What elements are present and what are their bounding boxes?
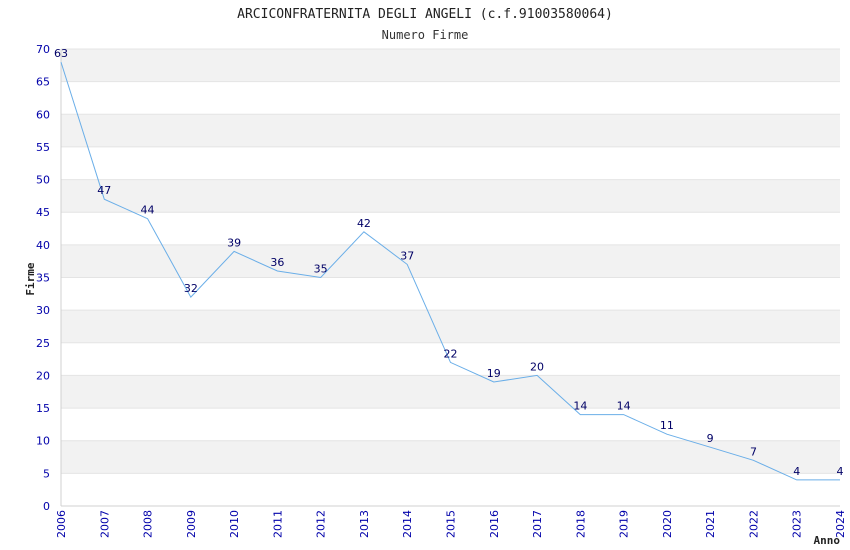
x-tick-label: 2012 — [315, 510, 328, 538]
x-tick-label: 2015 — [445, 510, 458, 538]
x-tick-label: 2020 — [661, 510, 674, 538]
grid-band — [61, 310, 840, 343]
y-tick-label: 20 — [36, 369, 50, 382]
y-axis-ticks: 0 5 10 15 20 25 30 35 40 45 50 55 60 65 70 — [36, 43, 50, 513]
data-label: 44 — [141, 204, 155, 217]
y-tick-label: 15 — [36, 402, 50, 415]
y-tick-label: 30 — [36, 304, 50, 317]
grid-band — [61, 408, 840, 441]
grid-band — [61, 49, 840, 82]
y-tick-label: 35 — [36, 272, 50, 285]
y-tick-label: 45 — [36, 206, 50, 219]
grid-bands — [60, 48, 840, 507]
data-label: 32 — [184, 282, 198, 295]
grid-band — [61, 146, 840, 180]
data-label: 11 — [660, 419, 674, 432]
y-tick-label: 40 — [36, 239, 50, 252]
y-tick-label: 0 — [43, 500, 50, 513]
x-tick-label: 2013 — [358, 510, 371, 538]
x-tick-label: 2009 — [185, 510, 198, 538]
series-line — [60, 61, 840, 481]
x-tick-label: 2016 — [488, 510, 501, 538]
grid-band — [61, 114, 840, 147]
y-tick-label: 70 — [36, 43, 50, 56]
data-label: 19 — [487, 367, 501, 380]
chart-subtitle: Numero Firme — [382, 28, 469, 42]
data-label: 7 — [750, 445, 757, 458]
y-tick-label: 50 — [36, 174, 50, 187]
x-tick-label: 2018 — [574, 510, 587, 538]
x-tick-label: 2008 — [142, 510, 155, 538]
grid-band — [61, 179, 840, 213]
data-label: 14 — [617, 400, 631, 413]
y-tick-label: 5 — [43, 467, 50, 480]
y-tick-label: 65 — [36, 76, 50, 89]
x-axis-ticks: 2006 2007 2008 2009 2010 2011 2012 2013 2014 2015… — [55, 510, 847, 538]
data-label: 20 — [530, 360, 544, 373]
series-group — [60, 61, 840, 481]
y-tick-label: 60 — [36, 108, 50, 121]
x-tick-label: 2023 — [791, 510, 804, 538]
x-tick-label: 2021 — [704, 510, 717, 538]
grid-band — [61, 244, 840, 278]
y-axis-label: Firme — [24, 262, 37, 295]
grid-band — [61, 81, 840, 115]
x-tick-label: 2019 — [618, 510, 631, 538]
data-label: 36 — [270, 256, 284, 269]
x-tick-label: 2011 — [271, 510, 284, 538]
data-label: 63 — [54, 47, 68, 60]
data-label: 37 — [400, 249, 414, 262]
grid-band — [61, 440, 840, 474]
x-tick-label: 2024 — [834, 510, 847, 538]
x-tick-label: 2017 — [531, 510, 544, 538]
x-tick-label: 2014 — [401, 510, 414, 538]
y-tick-label: 10 — [36, 435, 50, 448]
x-tick-label: 2010 — [228, 510, 241, 538]
data-label: 35 — [314, 263, 328, 276]
grid-band — [61, 277, 840, 311]
data-label: 47 — [97, 184, 111, 197]
data-label: 22 — [444, 347, 458, 360]
x-tick-label: 2007 — [98, 510, 111, 538]
data-label: 9 — [707, 432, 714, 445]
y-tick-label: 25 — [36, 337, 50, 350]
chart-title: ARCICONFRATERNITA DEGLI ANGELI (c.f.9100… — [237, 7, 613, 22]
grid-band — [61, 212, 840, 245]
grid-band — [61, 473, 840, 506]
x-tick-label: 2006 — [55, 510, 68, 538]
y-tick-label: 55 — [36, 141, 50, 154]
data-label: 4 — [837, 465, 844, 478]
grid-band — [61, 375, 840, 409]
data-label: 42 — [357, 217, 371, 230]
data-label: 39 — [227, 236, 241, 249]
data-label: 14 — [573, 400, 587, 413]
x-axis-label: Anno — [814, 534, 841, 547]
x-tick-label: 2022 — [747, 510, 760, 538]
data-label: 4 — [793, 465, 800, 478]
grid-band — [61, 342, 840, 376]
